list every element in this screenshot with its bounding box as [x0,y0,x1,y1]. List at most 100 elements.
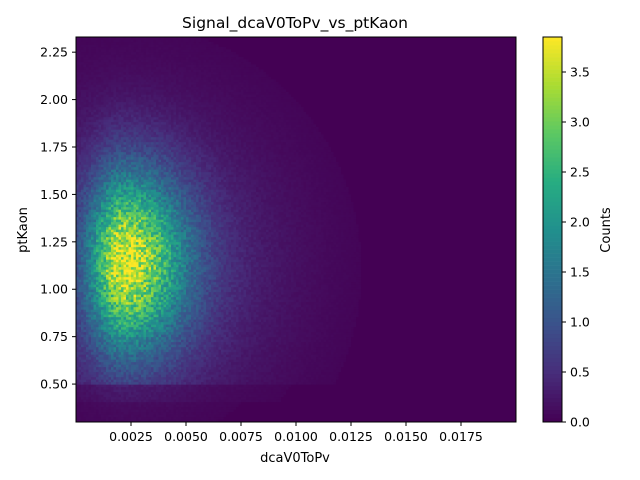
heatmap-cell [78,237,82,240]
heatmap-cell [106,167,109,170]
heatmap-cell [118,119,122,123]
heatmap-cell [81,109,84,113]
heatmap-cell [76,49,79,53]
heatmap-cell [153,154,157,158]
heatmap-cell [103,394,107,398]
heatmap-cell [83,112,87,115]
heatmap-cell [81,162,84,165]
heatmap-cell [148,204,152,208]
heatmap-cell [128,369,132,373]
heatmap-cell [86,259,89,263]
heatmap-cell [83,349,87,353]
heatmap-cell [88,189,92,193]
heatmap-cell [86,329,89,333]
heatmap-cell [143,114,147,118]
heatmap-cell [148,404,152,408]
heatmap-cell [106,134,109,138]
heatmap-cell [133,204,137,208]
heatmap-cell [123,314,127,318]
heatmap-cell [88,204,92,208]
heatmap-cell [96,74,99,78]
heatmap-cell [111,262,114,265]
heatmap-cell [118,112,122,115]
heatmap-cell [153,354,157,358]
heatmap-cell [143,309,147,313]
heatmap-cell [101,132,104,135]
heatmap-cell [98,74,102,78]
heatmap-cell [151,254,154,258]
heatmap-cell [98,139,102,143]
heatmap-cell [153,49,157,53]
heatmap-cell [106,104,109,108]
heatmap-cell [113,329,117,333]
heatmap-cell [151,322,154,325]
heatmap-cell [156,402,159,405]
heatmap-cell [93,272,97,275]
heatmap-cell [101,282,104,285]
heatmap-cell [133,202,137,205]
heatmap-cell [111,387,114,390]
heatmap-cell [101,64,104,68]
heatmap-cell [118,392,122,395]
heatmap-cell [146,97,149,100]
heatmap-cell [126,369,129,373]
heatmap-cell [76,92,79,95]
heatmap-cell [106,404,109,408]
heatmap-cell [143,122,147,125]
heatmap-cell [141,69,144,73]
heatmap-cell [108,264,112,268]
heatmap-cell [86,414,89,418]
heatmap-cell [141,297,144,300]
heatmap-cell [108,312,112,315]
heatmap-cell [133,189,137,193]
heatmap-cell [148,69,152,73]
heatmap-cell [128,364,132,368]
heatmap-cell [78,362,82,365]
heatmap-cell [121,237,124,240]
heatmap-cell [133,372,137,375]
heatmap-cell [93,74,97,78]
heatmap-cell [121,229,124,233]
heatmap-cell [118,129,122,133]
heatmap-cell [116,102,119,105]
heatmap-cell [76,417,79,420]
heatmap-cell [123,267,127,270]
heatmap-cell [88,389,92,393]
heatmap-cell [151,199,154,203]
heatmap-cell [131,204,134,208]
heatmap-cell [153,269,157,273]
heatmap-cell [76,249,79,253]
heatmap-cell [148,287,152,290]
heatmap-cell [91,182,94,185]
heatmap-cell [148,219,152,223]
heatmap-cell [151,392,154,395]
heatmap-cell [78,154,82,158]
heatmap-cell [153,37,157,40]
heatmap-cell [146,369,149,373]
heatmap-cell [136,339,139,343]
heatmap-cell [153,394,157,398]
heatmap-cell [143,249,147,253]
heatmap-cell [103,389,107,393]
heatmap-cell [83,414,87,418]
heatmap-cell [128,267,132,270]
heatmap-cell [93,82,97,85]
heatmap-cell [156,254,159,258]
heatmap-cell [123,164,127,168]
heatmap-cell [141,149,144,153]
heatmap-cell [136,374,139,378]
heatmap-cell [118,169,122,173]
heatmap-cell [101,52,104,55]
heatmap-cell [103,319,107,323]
heatmap-cell [138,39,142,43]
heatmap-cell [91,302,94,305]
heatmap-cell [93,252,97,255]
heatmap-cell [103,109,107,113]
heatmap-cell [86,179,89,183]
heatmap-cell [136,274,139,278]
heatmap-cell [146,392,149,395]
heatmap-cell [128,342,132,345]
heatmap-cell [96,324,99,328]
heatmap-cell [136,59,139,63]
heatmap-cell [141,262,144,265]
